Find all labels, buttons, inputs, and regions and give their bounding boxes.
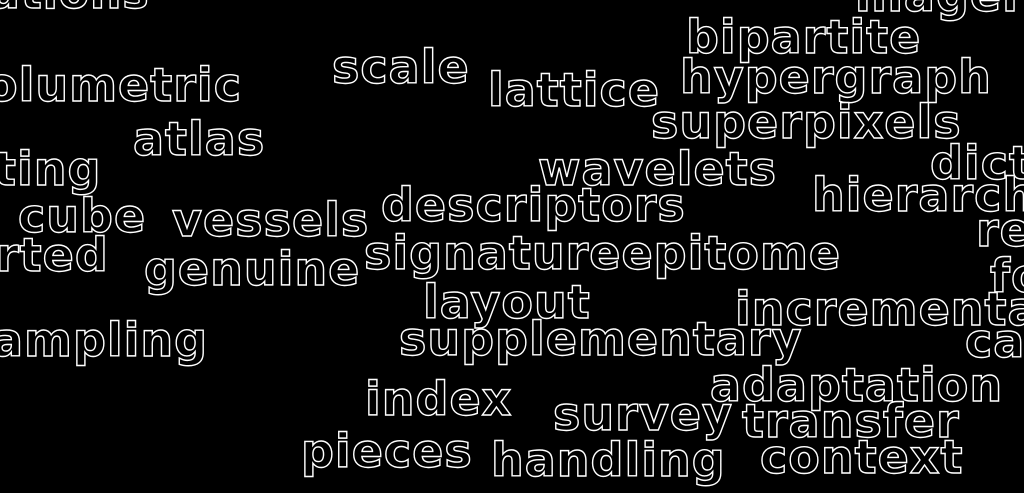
word-incrementa: incrementa bbox=[734, 282, 1024, 336]
word-dict: dict bbox=[929, 136, 1024, 190]
word-ca: ca bbox=[964, 314, 1024, 368]
word-ting: ting bbox=[0, 142, 102, 196]
word-rted: rted bbox=[0, 228, 109, 282]
word-bipartite: bipartite bbox=[685, 10, 922, 64]
word-context: context bbox=[759, 430, 964, 484]
word-mager: mager bbox=[854, 0, 1024, 19]
word-wavelets: wavelets bbox=[537, 142, 778, 196]
word-fo: fo bbox=[989, 249, 1024, 303]
word-signatureepitome: signatureepitome bbox=[363, 226, 842, 280]
word-transfer: transfer bbox=[741, 394, 960, 448]
word-layout: layout bbox=[422, 275, 591, 329]
word-supplementary: supplementary bbox=[398, 312, 803, 366]
word-ations: ations bbox=[0, 0, 150, 16]
word-cube: cube bbox=[17, 189, 147, 243]
word-ampling: ampling bbox=[0, 313, 209, 367]
word-adaptation: adaptation bbox=[709, 358, 1004, 412]
word-descriptors: descriptors bbox=[380, 178, 686, 232]
word-genuine: genuine bbox=[143, 242, 361, 296]
word-hierarch: hierarch bbox=[811, 168, 1024, 222]
word-superpixels: superpixels bbox=[650, 95, 962, 149]
word-scale: scale bbox=[331, 40, 470, 94]
word-pieces: pieces bbox=[300, 424, 473, 478]
word-index: index bbox=[364, 372, 513, 426]
word-survey: survey bbox=[552, 387, 733, 441]
word-lattice: lattice bbox=[487, 63, 661, 117]
word-atlas: atlas bbox=[132, 112, 266, 166]
word-hypergraph: hypergraph bbox=[679, 50, 992, 104]
word-vessels: vessels bbox=[171, 193, 370, 247]
word-handling: handling bbox=[490, 433, 726, 487]
word-olumetric: olumetric bbox=[0, 58, 242, 112]
word-re: re bbox=[975, 203, 1024, 257]
